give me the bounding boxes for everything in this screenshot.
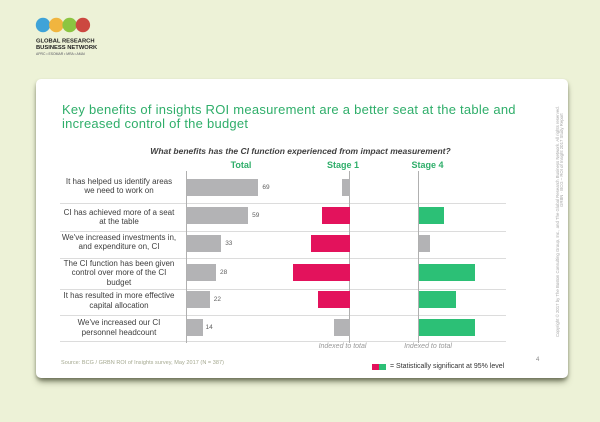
svg-text:APRC • ESOMAR • MRA • AMAI: APRC • ESOMAR • MRA • AMAI [36, 52, 85, 56]
svg-text:GLOBAL RESEARCH: GLOBAL RESEARCH [36, 38, 95, 44]
svg-text:BUSINESS NETWORK: BUSINESS NETWORK [36, 45, 98, 51]
